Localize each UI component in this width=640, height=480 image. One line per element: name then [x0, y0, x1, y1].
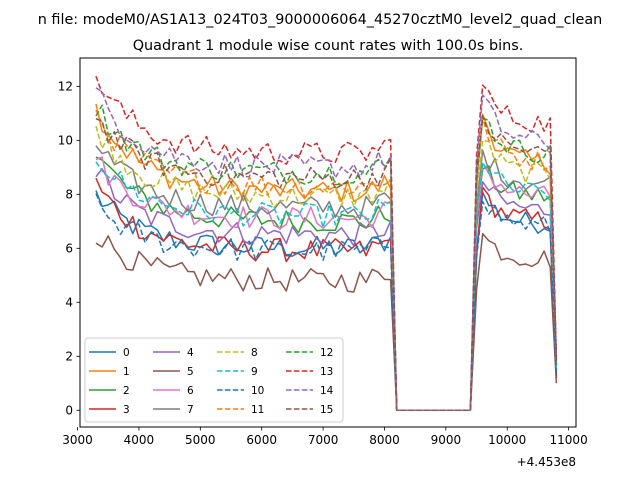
legend-label-15: 15 [320, 404, 333, 416]
x-tick-label: 7000 [308, 433, 339, 447]
legend-label-13: 13 [320, 366, 333, 378]
y-tick-label: 2 [65, 350, 73, 364]
series-line-15 [95, 115, 558, 412]
x-offset-label: +4.453e8 [517, 455, 576, 469]
legend-label-6: 6 [187, 385, 194, 397]
x-axis: 3000 4000 5000 6000 7000 8000 9000 10000 11000 [62, 427, 588, 447]
x-tick-label: 4000 [124, 433, 155, 447]
series-line-5 [95, 232, 558, 412]
series-line-10 [95, 193, 558, 412]
legend-label-10: 10 [251, 385, 264, 397]
legend-label-7: 7 [187, 404, 194, 416]
x-tick-label: 11000 [550, 433, 588, 447]
y-tick-label: 8 [65, 188, 73, 202]
legend-label-2: 2 [123, 385, 130, 397]
chart-title: Quadrant 1 module wise count rates with … [133, 38, 524, 54]
legend-label-9: 9 [251, 366, 258, 378]
legend-label-0: 0 [123, 347, 130, 359]
y-tick-label: 6 [65, 242, 73, 256]
x-tick-label: 3000 [62, 433, 93, 447]
y-axis: 0 2 4 6 8 10 12 [58, 80, 80, 418]
series-line-6 [95, 156, 558, 412]
y-tick-label: 10 [58, 134, 73, 148]
series-line-14 [95, 87, 558, 412]
y-tick-label: 4 [65, 296, 73, 310]
y-tick-label: 12 [58, 80, 73, 94]
legend-label-1: 1 [123, 366, 130, 378]
legend-label-3: 3 [123, 404, 130, 416]
legend-label-11: 11 [251, 404, 264, 416]
series-line-11 [95, 109, 558, 412]
x-tick-label: 9000 [431, 433, 462, 447]
legend-frame [84, 337, 344, 423]
series-line-3 [95, 177, 558, 412]
x-tick-label: 8000 [369, 433, 400, 447]
legend-label-14: 14 [320, 385, 334, 397]
figure-suptitle: n file: modeM0/AS1A13_024T03_9000006064_… [38, 12, 603, 28]
legend-label-12: 12 [320, 347, 333, 359]
plot-lines [95, 75, 558, 412]
legend-label-5: 5 [187, 366, 194, 378]
series-line-7 [95, 145, 558, 412]
legend-label-8: 8 [251, 347, 258, 359]
y-tick-label: 0 [65, 404, 73, 418]
x-tick-label: 10000 [488, 433, 526, 447]
legend-label-4: 4 [187, 347, 194, 359]
x-tick-label: 6000 [246, 433, 277, 447]
plot-frame [79, 57, 577, 428]
x-tick-label: 5000 [185, 433, 216, 447]
series-line-4 [95, 168, 558, 412]
series-line-9 [95, 161, 558, 412]
